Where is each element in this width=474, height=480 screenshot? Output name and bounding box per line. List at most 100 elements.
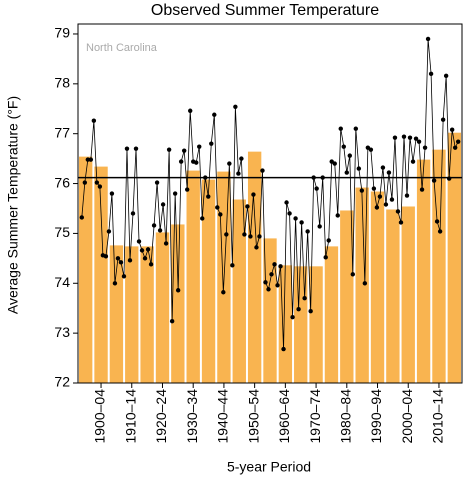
bar [447, 132, 461, 383]
point [413, 136, 419, 141]
point [293, 216, 298, 221]
x-tick-label: 2000–04 [399, 389, 415, 444]
point [428, 71, 434, 77]
point [281, 346, 286, 352]
bar [386, 209, 400, 383]
point [350, 272, 356, 277]
point [371, 186, 377, 191]
point [85, 157, 91, 162]
point [248, 234, 253, 239]
point [362, 281, 368, 286]
x-tick-label: 1910–14 [122, 389, 138, 444]
y-tick-label: 78 [54, 75, 70, 91]
bar [79, 156, 93, 383]
point [359, 188, 365, 193]
point [181, 148, 187, 153]
point [227, 161, 232, 166]
point [200, 216, 205, 221]
point [218, 212, 223, 217]
point [127, 258, 133, 263]
point [446, 176, 452, 181]
point [136, 239, 142, 244]
point [251, 192, 256, 197]
point [320, 175, 325, 180]
point [245, 204, 250, 209]
point [425, 36, 431, 42]
y-tick-label: 76 [54, 174, 70, 190]
point [266, 287, 271, 292]
point [112, 281, 118, 286]
point [124, 146, 130, 151]
point [398, 220, 404, 225]
point [368, 147, 374, 152]
bar [370, 191, 385, 383]
point [449, 127, 455, 132]
point [326, 238, 331, 243]
point [130, 211, 136, 216]
point [188, 108, 193, 113]
point [91, 118, 97, 123]
x-tick-label: 1900–04 [92, 389, 108, 444]
point [175, 288, 181, 293]
point [148, 262, 154, 267]
point [145, 247, 151, 252]
x-tick-label: 1940–44 [215, 389, 231, 444]
bar [247, 151, 262, 383]
point [160, 202, 166, 207]
bar [355, 187, 369, 383]
point [407, 135, 413, 140]
point [383, 202, 389, 207]
y-tick-label: 77 [54, 124, 70, 140]
point [257, 234, 262, 239]
point [452, 145, 458, 150]
bar [125, 246, 139, 383]
point [233, 104, 238, 109]
point [455, 139, 461, 144]
point [410, 159, 416, 164]
x-tick-label: 1960–64 [276, 389, 292, 444]
chart-title: Observed Summer Temperature [151, 2, 379, 19]
x-tick-label: 1980–84 [338, 389, 354, 444]
point [221, 290, 226, 295]
point [157, 228, 163, 233]
point [203, 175, 208, 180]
point [118, 260, 124, 265]
point [290, 314, 295, 320]
point [106, 229, 112, 234]
point [335, 213, 340, 218]
point [163, 241, 169, 246]
point [260, 168, 265, 173]
point [314, 186, 319, 191]
point [374, 205, 380, 210]
point [197, 144, 202, 149]
bar [140, 246, 154, 383]
point [206, 194, 211, 199]
bar [309, 266, 323, 383]
point [440, 117, 446, 122]
bar [94, 166, 108, 383]
point [172, 191, 178, 196]
point [142, 256, 148, 261]
point [236, 171, 241, 176]
point [296, 307, 301, 312]
point [422, 145, 428, 150]
bar [186, 170, 200, 383]
point [212, 112, 217, 117]
point [356, 166, 362, 171]
point [239, 156, 244, 161]
bar [324, 246, 339, 383]
point [272, 262, 277, 267]
point [317, 224, 322, 229]
point [338, 126, 343, 131]
point [401, 134, 407, 139]
bar [263, 238, 277, 383]
bar [401, 206, 415, 383]
bar [340, 210, 354, 383]
point [443, 73, 449, 79]
point [178, 159, 184, 164]
point [353, 126, 359, 131]
x-tick-label: 1970–74 [307, 389, 323, 444]
bar [171, 224, 185, 383]
point [392, 135, 398, 140]
